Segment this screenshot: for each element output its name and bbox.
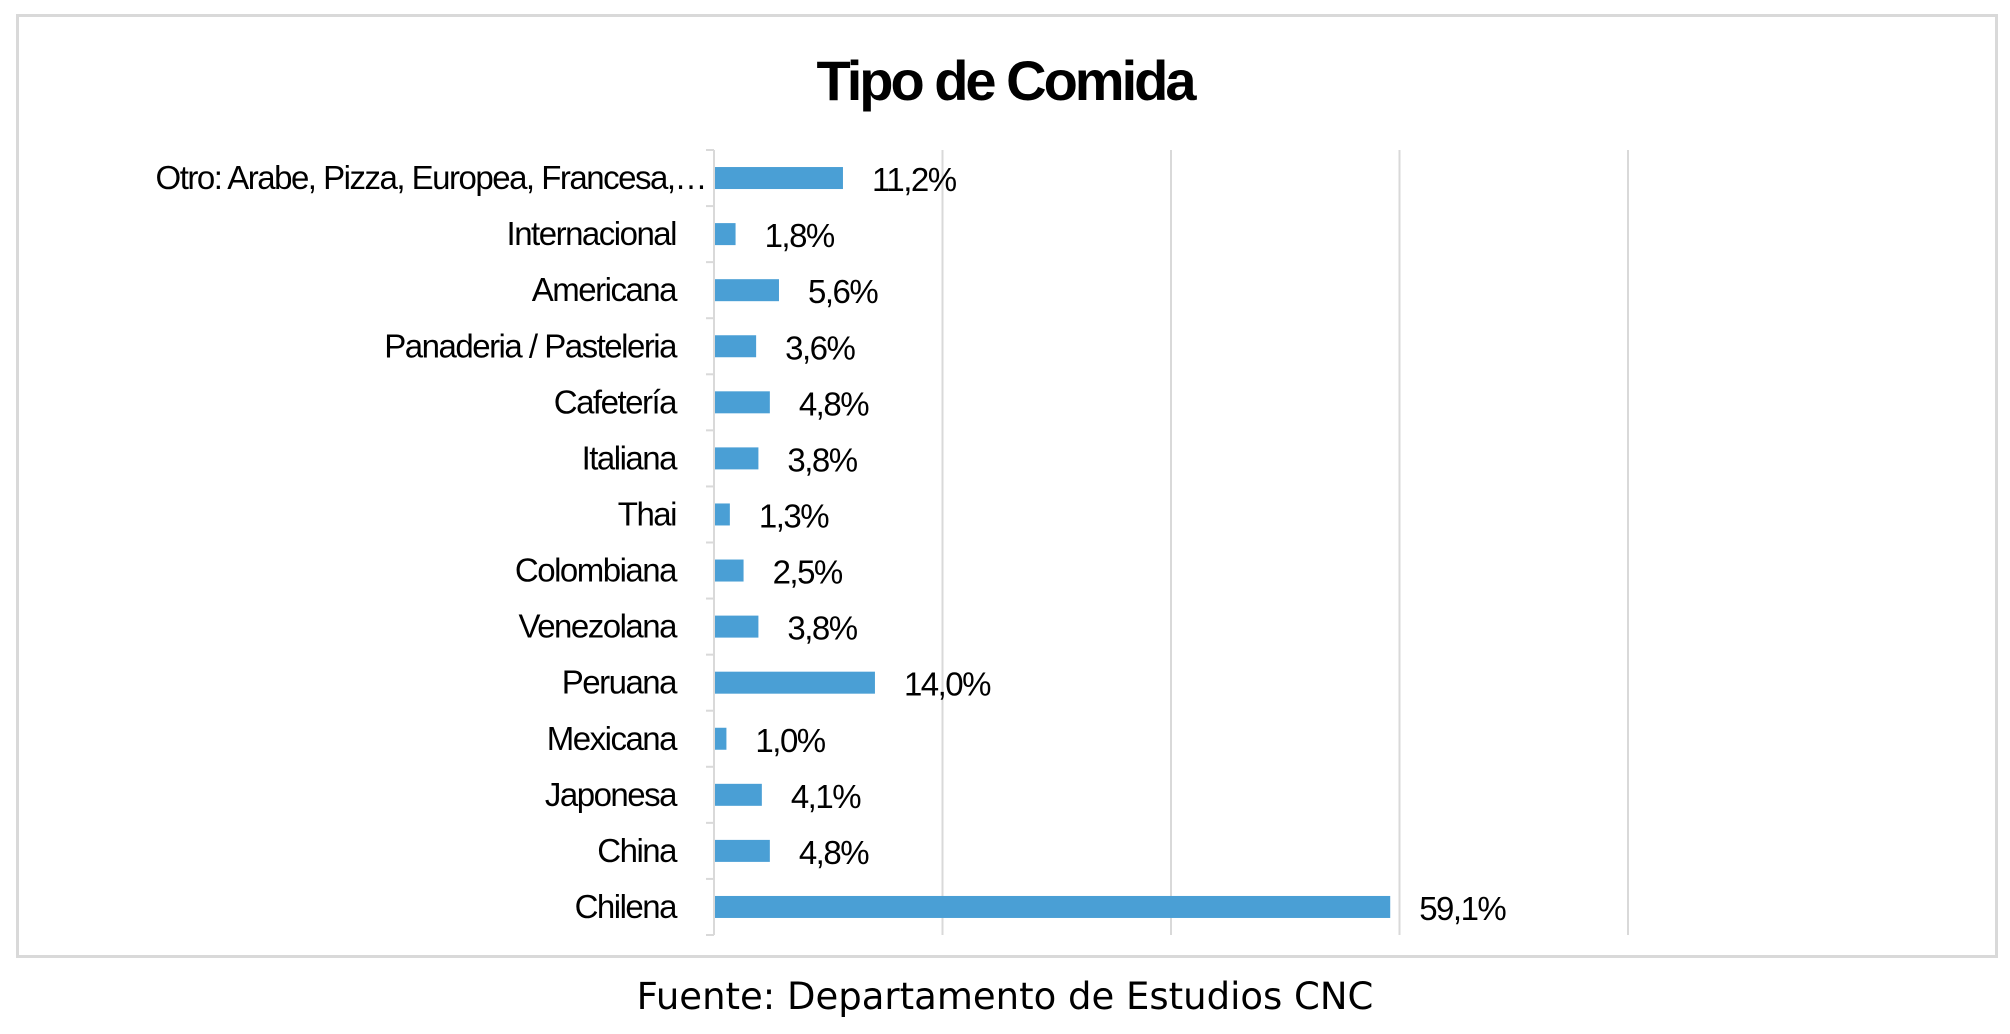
category-label: Thai	[618, 495, 676, 532]
category-label: Mexicana	[547, 720, 678, 757]
category-label: Italiana	[582, 439, 679, 476]
data-label: 11,2%	[872, 161, 957, 198]
category-label: Americana	[532, 271, 678, 308]
category-label: Internacional	[507, 215, 677, 252]
category-label: Peruana	[562, 664, 678, 701]
bar	[715, 895, 1391, 918]
category-label: Chilena	[575, 888, 679, 925]
bar	[715, 671, 875, 694]
data-label: 4,8%	[799, 385, 869, 422]
category-label: Cafetería	[554, 383, 678, 420]
data-label: 14,0%	[904, 666, 991, 703]
bar	[715, 615, 759, 638]
chart-title: Tipo de Comida	[817, 49, 1198, 112]
grid-lines	[706, 149, 1629, 936]
bars	[715, 167, 1391, 918]
bar	[715, 167, 843, 190]
bar	[715, 391, 770, 414]
category-label: Venezolana	[519, 608, 679, 645]
category-label: Otro: Arabe, Pizza, Europea, Francesa,…	[156, 159, 706, 196]
data-label: 5,6%	[808, 273, 878, 310]
bar	[715, 447, 759, 470]
data-label: 4,1%	[791, 778, 861, 815]
bar	[715, 727, 727, 750]
data-label: 3,8%	[787, 441, 857, 478]
chart: Tipo de Comida Otro: Arabe, Pizza, Europ…	[156, 49, 1629, 936]
data-label: 1,0%	[755, 722, 825, 759]
bar	[715, 335, 757, 358]
data-label: 3,6%	[785, 329, 855, 366]
category-label: Colombiana	[515, 552, 678, 589]
source-note: Fuente: Departamento de Estudios CNC	[636, 975, 1374, 1018]
category-label: China	[597, 832, 678, 869]
bar	[715, 559, 744, 582]
data-labels: 11,2% 1,8% 5,6% 3,6% 4,8% 3,8% 1,3% 2,5% 3,8% 14,…	[755, 161, 1508, 927]
chart-frame	[16, 14, 1998, 958]
category-label: Panaderia / Pasteleria	[384, 327, 678, 364]
category-labels: Otro: Arabe, Pizza, Europea, Francesa,… I…	[156, 159, 708, 925]
bar	[715, 223, 736, 246]
data-label: 3,8%	[787, 610, 857, 647]
bar	[715, 839, 770, 862]
data-label: 59,1%	[1419, 890, 1506, 927]
bar	[715, 503, 730, 526]
data-label: 1,8%	[765, 217, 835, 254]
category-label: Japonesa	[545, 776, 678, 813]
data-label: 1,3%	[759, 497, 829, 534]
bar	[715, 279, 779, 302]
bar	[715, 783, 762, 806]
data-label: 2,5%	[773, 554, 843, 591]
data-label: 4,8%	[799, 834, 869, 871]
